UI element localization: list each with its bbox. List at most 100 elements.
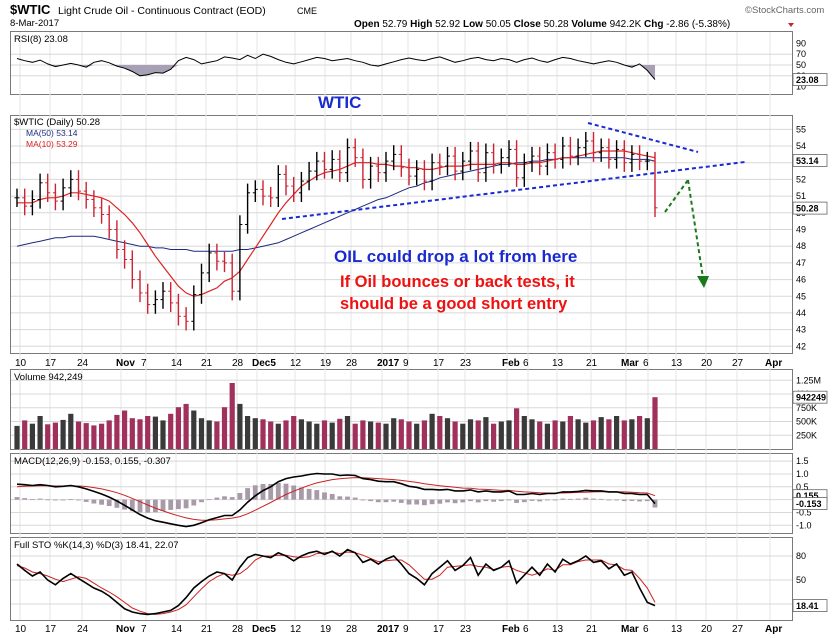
macd-hist-30 — [245, 488, 250, 500]
volume-bar-63 — [498, 421, 504, 449]
ma50-legend: MA(50) 53.14 — [26, 128, 78, 138]
sto-last-label: 18.41 — [796, 601, 819, 611]
volume-bar-38 — [306, 421, 312, 449]
arrow-head-icon — [697, 276, 709, 288]
macd-hist-25 — [206, 499, 212, 500]
xtick-bottom-16: Feb — [502, 624, 520, 635]
volume-bar-11 — [99, 423, 105, 449]
macd-hist-27 — [222, 496, 227, 500]
macd-hist-44 — [352, 497, 358, 500]
macd-hist-39 — [314, 490, 320, 500]
macd-hist-61 — [483, 499, 489, 502]
ma10-line — [17, 150, 656, 297]
macd-hist-51 — [406, 499, 412, 505]
volume-bar-59 — [467, 419, 474, 449]
macd-hist-10 — [91, 499, 97, 504]
volume-bar-9 — [83, 423, 89, 449]
macd-hist-68 — [537, 499, 543, 502]
oil-drop-annotation: OIL could drop a lot from here — [334, 247, 577, 266]
macd-hist-60 — [475, 499, 481, 503]
volume-bar-30 — [245, 416, 251, 449]
xtick-top-6: 21 — [201, 358, 213, 369]
xtick-bottom-17: 6 — [523, 624, 529, 635]
volume-bar-13 — [114, 414, 120, 449]
ma10-legend: MA(10) 53.29 — [26, 139, 78, 149]
xtick-bottom-20: Mar — [621, 624, 639, 635]
macd-hist-19 — [160, 499, 166, 511]
sto-k-line — [16, 548, 656, 616]
volume-bar-15 — [129, 418, 135, 449]
macd-last-label: -0.153 — [796, 499, 822, 509]
xtick-top-1: 17 — [45, 358, 57, 369]
panel-labels: RSI(8) 23.08 $WTIC (Daily) 50.28 MA(50) … — [14, 34, 179, 551]
volume-bar-64 — [506, 420, 512, 449]
price-ytick-4: 51 — [796, 191, 806, 201]
macd-hist-35 — [283, 483, 289, 500]
macd-hist-70 — [552, 499, 558, 501]
price-ytick-13: 42 — [796, 341, 806, 351]
rsi-ytick-2: 50 — [796, 60, 806, 70]
xtick-bottom-8: Dec5 — [252, 624, 276, 635]
volume-bar-10 — [91, 425, 97, 449]
xtick-top-12: 2017 — [377, 358, 400, 369]
macd-ytick-4: -0.5 — [796, 508, 812, 518]
macd-hist-4 — [45, 499, 51, 501]
xtick-top-10: 19 — [320, 358, 332, 369]
volume-bar-69 — [544, 423, 550, 449]
macd-hist-71 — [560, 498, 566, 500]
rsi-last-label-box — [792, 73, 828, 86]
price-label: $WTIC (Daily) 50.28 — [14, 117, 100, 128]
annotations: WTIC OIL could drop a lot from here If O… — [318, 93, 577, 313]
macd-hist-16 — [137, 499, 143, 513]
macd-hist-54 — [429, 499, 435, 505]
volume-bar-46 — [368, 421, 374, 449]
volume-bar-19 — [160, 420, 166, 449]
macd-hist-79 — [621, 499, 627, 502]
sto-label: Full STO %K(14,3) %D(3) 18.41, 22.07 — [14, 540, 179, 551]
macd-hist-13 — [114, 499, 120, 508]
xtick-top-15: 23 — [460, 358, 472, 369]
price-ytick-0: 55 — [796, 124, 806, 134]
volume-bar-32 — [260, 419, 266, 449]
price-ytick-3: 52 — [796, 174, 806, 184]
sto-ytick-0: 80 — [796, 551, 806, 561]
macd-hist-20 — [168, 499, 174, 510]
macd-line — [16, 472, 656, 528]
macd-hist-66 — [521, 499, 527, 503]
xtick-bottom-23: 20 — [701, 624, 713, 635]
volume-bar-60 — [475, 420, 481, 449]
macd-hist-26 — [214, 497, 220, 500]
volume-bar-24 — [198, 418, 205, 449]
volume-bar-82 — [644, 418, 650, 449]
macd-hist-48 — [383, 499, 389, 503]
volume-bar-67 — [529, 419, 535, 449]
volume-bar-77 — [606, 419, 612, 449]
xtick-top-9: 12 — [290, 358, 302, 369]
sto-ytick-1: 50 — [796, 575, 806, 585]
xtick-bottom-4: 7 — [141, 624, 147, 635]
volume-bar-22 — [183, 403, 189, 449]
macd-hist-55 — [437, 499, 443, 504]
xtick-top-2: 24 — [77, 358, 89, 369]
macd-hist-58 — [460, 499, 466, 503]
macd-hist-9 — [83, 499, 89, 502]
xtick-bottom-24: 27 — [732, 624, 744, 635]
volume-bar-23 — [191, 410, 197, 449]
macd-hist-49 — [391, 499, 397, 502]
macd-hist-11 — [99, 499, 104, 505]
volume-bar-29 — [237, 403, 243, 449]
macd-hist-62 — [491, 499, 496, 502]
volume-last-label: 942249 — [796, 393, 826, 403]
volume-bar-81 — [637, 416, 643, 449]
rsi-last-label: 23.08 — [796, 75, 819, 85]
xtick-bottom-5: 14 — [171, 624, 183, 635]
macd-hist-41 — [329, 494, 335, 500]
volume-bar-70 — [552, 420, 558, 449]
xtick-bottom-11: 28 — [346, 624, 358, 635]
price-ytick-12: 43 — [796, 325, 806, 335]
volume-bar-8 — [75, 421, 82, 449]
volume-bar-28 — [229, 383, 235, 449]
volume-bar-54 — [429, 413, 435, 449]
xtick-top-14: 17 — [433, 358, 445, 369]
macd-hist-59 — [468, 499, 473, 502]
